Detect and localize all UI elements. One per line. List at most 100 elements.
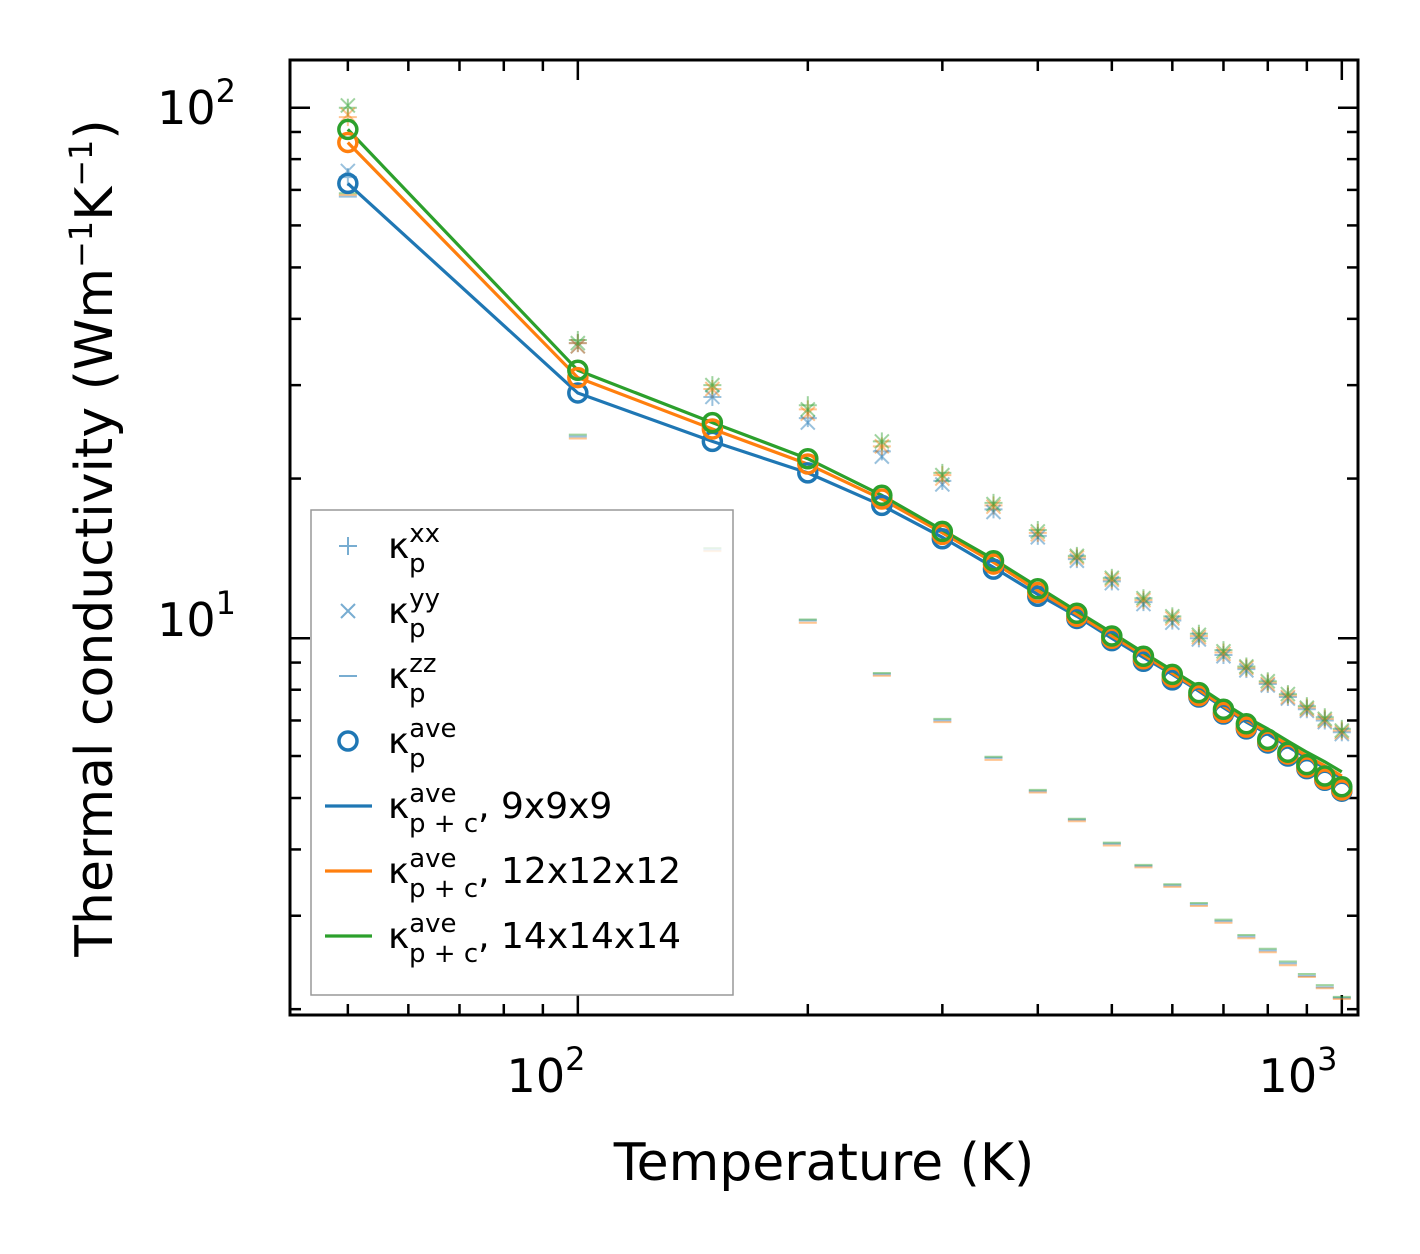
marker-plus-0-350 [984,500,1003,519]
marker-cross-3-750-b [1238,662,1255,679]
marker-cross-3-550-b [1135,596,1152,612]
marker-plus-0-300 [933,471,952,490]
marker-cross-3-650-b [1191,631,1207,648]
marker-cross-3-450-a [1069,553,1085,569]
marker-cross-5-550-a [1135,590,1152,606]
legend-label-6: κave p + c, 14x14x14 [388,909,681,969]
marker-circle-11-900 [1296,753,1318,776]
marker-circle-11-950 [1314,765,1336,787]
marker-cross-5-50-a [340,97,356,114]
marker-plus-0-950 [1315,711,1334,730]
marker-cross-5-350-b [985,496,1002,512]
marker-circle-11-350 [982,550,1005,572]
marker-cross-5-450-b [1069,548,1085,564]
marker-plus-1-200 [798,400,817,419]
marker-plus-1-700 [1214,643,1233,662]
marker-circle-11-650 [1188,681,1210,704]
marker-cross-4-700-b [1215,646,1232,662]
marker-cross-4-150-b [704,381,721,397]
marker-cross-3-650-a [1191,631,1207,648]
marker-cross-3-200-b [800,414,816,431]
marker-plus-0-200 [798,409,817,428]
y-tick-label-10: 101 [157,584,236,647]
marker-cross-4-50 [340,107,356,123]
marker-cross-3-150-b [704,389,721,405]
marker-cross-3-500-b [1104,575,1120,591]
marker-cross-5-150-a [704,377,721,393]
marker-circle-11-500 [1101,625,1123,647]
marker-cross-5-1000 [1334,722,1350,739]
major-ticks [290,60,1358,1015]
marker-plus-1-250 [872,437,891,456]
marker-cross-3-850-b [1280,690,1296,707]
marker-plus-0-850 [1278,688,1297,707]
marker-plus-1-600 [1163,609,1182,628]
marker-cross-5-950-b [1317,711,1333,727]
marker-circle-11-800 [1257,728,1279,751]
marker-cross-4-900 [1299,701,1315,717]
marker-cross-5-750-b [1238,658,1255,675]
line-series-14x14x14 [346,128,1343,774]
marker-cross-5-500-b [1104,570,1120,586]
marker-cross-4-650-b [1191,629,1207,645]
marker-circle-11-750 [1235,713,1258,735]
marker-cross-3-250-b [874,448,890,465]
marker-cross-4-750-a [1238,660,1255,676]
marker-circle-11-850 [1277,741,1299,763]
marker-plus-0-550 [1134,593,1153,612]
marker-plus-0-1000 [1332,723,1351,742]
marker-plus-2-600 [1163,607,1182,626]
marker-cross-4-150 [704,381,721,397]
x-tick-label-1000: 103 [1259,1040,1338,1103]
marker-cross-5-1000-a [1334,722,1350,739]
marker-circle-10-100 [567,366,589,389]
marker-cross-3-400-b [1030,529,1046,546]
legend-handle-1 [340,603,356,619]
marker-cross-5-550-b [1135,590,1152,606]
marker-circle-11-700 [1212,698,1235,720]
marker-circle-9-250 [871,494,893,517]
marker-cross-5-200 [800,401,816,418]
marker-cross-5-250 [874,433,890,450]
marker-cross-4-300-b [934,470,951,487]
marker-cross-5-400 [1030,523,1046,540]
marker-cross-4-600 [1164,610,1181,627]
marker-cross-3-600-b [1164,614,1181,631]
marker-cross-5-100-a [570,335,586,351]
marker-plus-0-750 [1237,660,1256,679]
marker-cross-5-300-b [934,467,951,483]
marker-cross-3-700-a [1215,648,1232,664]
marker-circle-11-550 [1132,645,1155,668]
marker-cross-3-300-b [934,476,951,493]
marker-cross-3-700-b [1215,648,1232,664]
marker-cross-5-950-a [1317,711,1333,727]
marker-cross-3-450 [1069,553,1085,569]
marker-cross-5-800-a [1260,673,1276,689]
marker-cross-5-200-b [800,401,816,418]
marker-circle-9-100 [567,382,589,404]
marker-cross-5-600 [1164,608,1181,625]
marker-cross-3-350 [985,504,1002,520]
marker-cross-3-1000-b [1334,726,1350,742]
marker-cross-3-700 [1215,648,1232,664]
marker-cross-5-850-b [1280,686,1296,702]
marker-cross-4-350-a [985,499,1002,515]
marker-plus-2-500 [1102,568,1121,587]
marker-cross-5-750-a [1238,658,1255,675]
marker-cross-5-300 [934,467,951,483]
marker-plus-2-550 [1134,589,1153,608]
marker-cross-3-1000 [1334,726,1350,742]
legend-label-4: κave p + c, 9x9x9 [388,779,612,839]
y-tick-labels: 101 102 [157,72,236,647]
marker-plus-2-850 [1278,685,1297,704]
marker-cross-5-600-b [1164,608,1181,625]
marker-cross-3-950-a [1317,714,1333,730]
marker-plus-2-100 [568,330,587,349]
marker-cross-5-100-b [570,335,586,351]
marker-cross-3-100-a [570,338,586,355]
legend-label-2: κzz p [388,649,437,709]
axes-frame [288,58,1360,1017]
legend-label-0: κxx p [388,519,440,579]
marker-plus-0-900 [1297,700,1316,719]
